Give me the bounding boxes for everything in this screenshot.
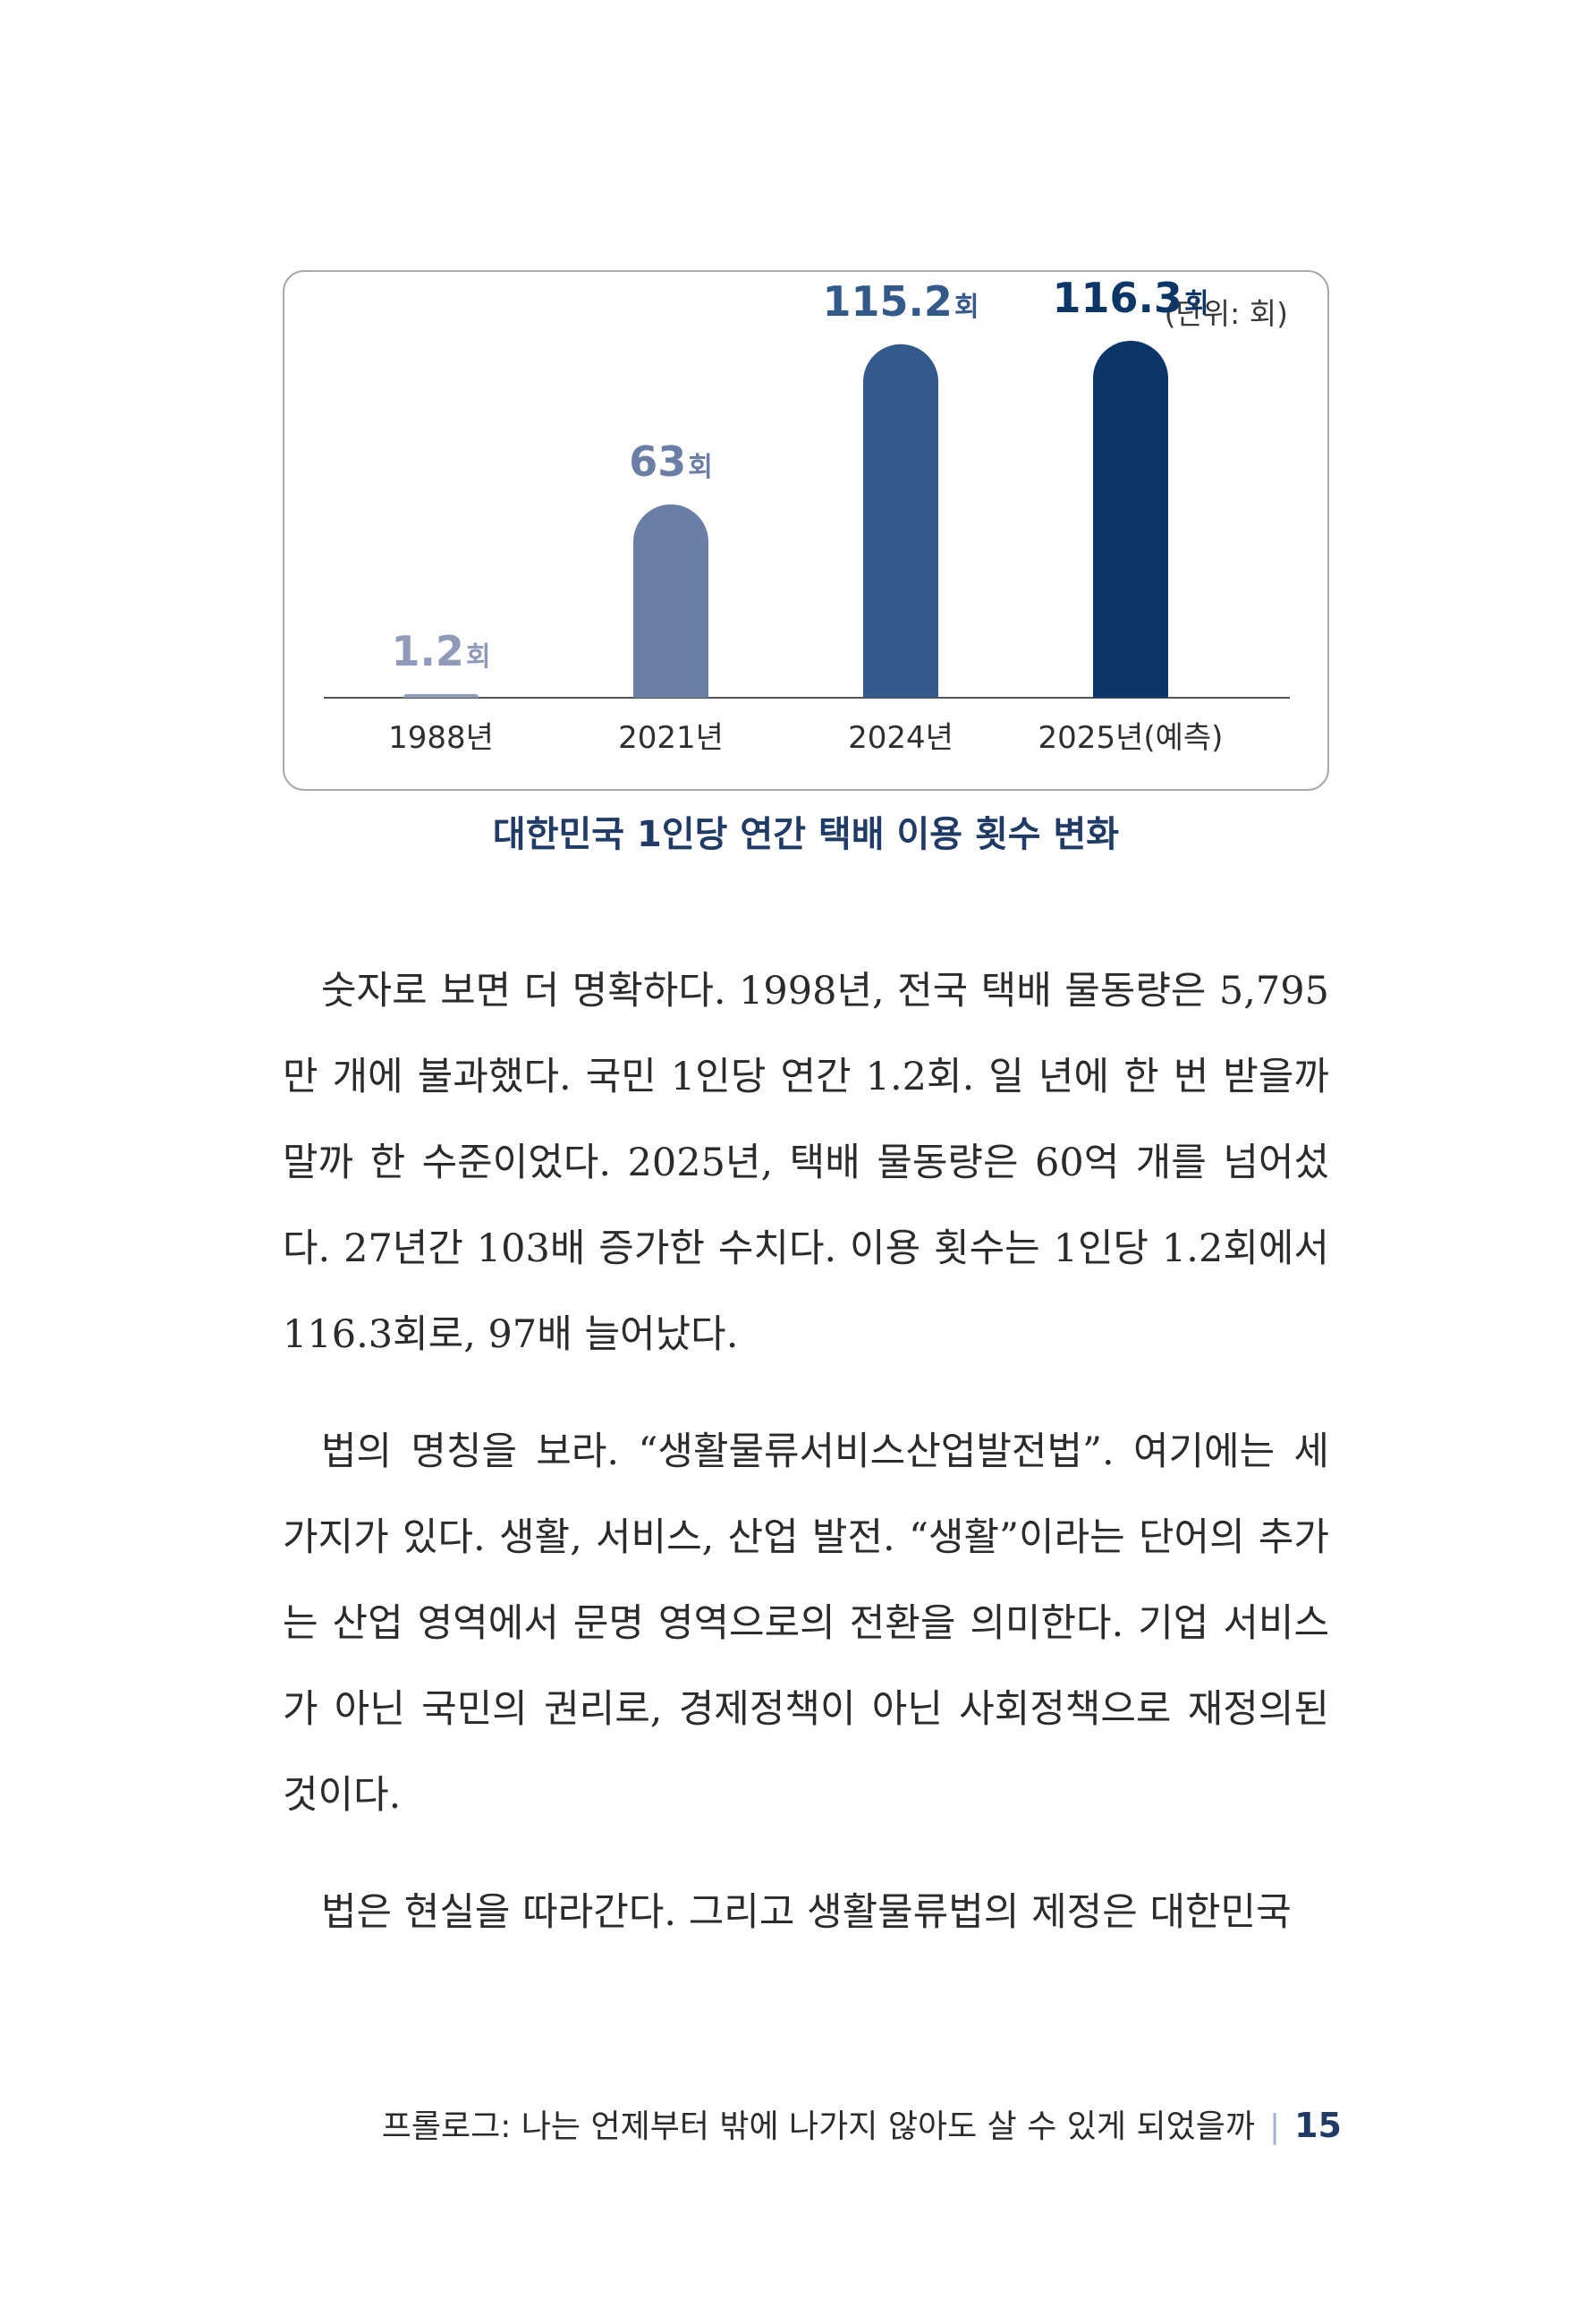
category-label-2: 2024년	[848, 720, 954, 756]
bar-value-label-1: 63회	[629, 437, 713, 486]
bar-0	[403, 693, 479, 698]
chart-unit-label: (단위: 회)	[1164, 296, 1288, 331]
bar-value-label-3: 116.3회	[1052, 274, 1208, 322]
footer-chapter-title: 프롤로그: 나는 언제부터 밖에 나가지 않아도 살 수 있게 되었을까	[381, 2108, 1255, 2145]
bar-2	[863, 344, 938, 698]
bar-1	[633, 504, 708, 698]
category-label-3: 2025년(예측)	[1038, 720, 1224, 756]
bar-3	[1093, 341, 1168, 698]
bar-value-label-0: 1.2회	[391, 627, 490, 675]
body-paragraph-2: 법의 명칭을 보라. “생활물류서비스산업발전법”. 여기에는 세 가지가 있다…	[283, 1429, 1329, 1818]
category-label-1: 2021년	[618, 720, 724, 756]
page-footer: 프롤로그: 나는 언제부터 밖에 나가지 않아도 살 수 있게 되었을까 | 15	[382, 2100, 1342, 2147]
page-number: 15	[1294, 2106, 1342, 2145]
category-label-0: 1988년	[388, 720, 494, 756]
chart-container: (단위: 회) 1.2회 1988년 63회 2021년 115.2회 2024년 116.…	[283, 270, 1329, 791]
body-paragraph-1: 숫자로 보면 더 명확하다. 1998년, 전국 택배 물동량은 5,795만 …	[283, 969, 1329, 1357]
body-paragraph-3: 법은 현실을 따라간다. 그리고 생활물류법의 제정은 대한민국	[321, 1890, 1292, 1935]
chart-caption: 대한민국 1인당 연간 택배 이용 횟수 변화	[492, 814, 1120, 855]
bar-value-label-2: 115.2회	[822, 277, 979, 326]
bar-chart: 1.2회 1988년 63회 2021년 115.2회 2024년 116.3회 2025년(…	[324, 274, 1290, 756]
footer-separator: |	[1268, 2108, 1281, 2145]
